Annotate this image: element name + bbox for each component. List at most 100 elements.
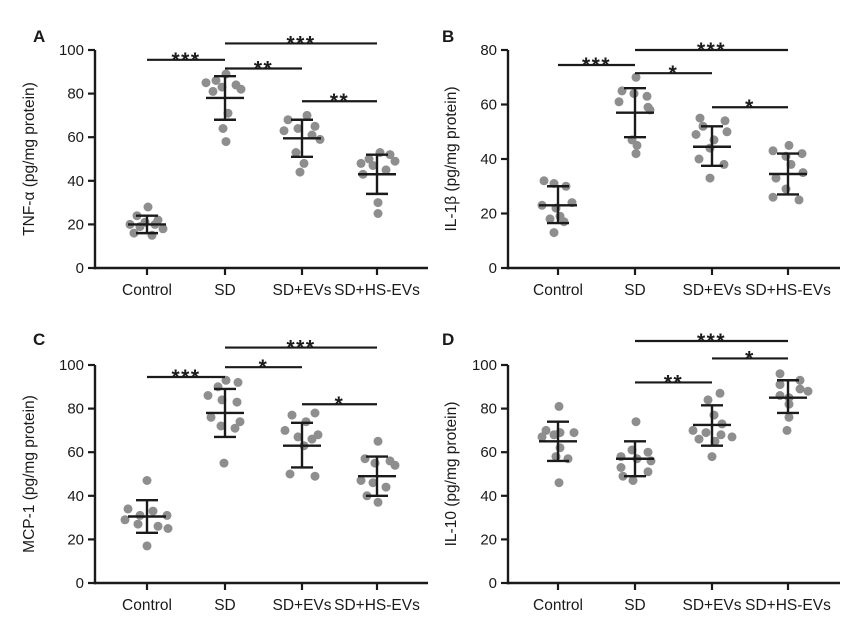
data-point [727, 432, 737, 442]
y-tick-label: 40 [480, 488, 497, 505]
y-tick-label: 0 [489, 260, 497, 277]
data-point [299, 158, 309, 168]
data-point [537, 432, 547, 442]
data-point [364, 154, 374, 164]
significance-stars: * [335, 393, 345, 416]
data-point [768, 146, 778, 156]
data-point [211, 76, 221, 85]
data-point [719, 159, 729, 169]
y-axis-label: IL-1β (pg/mg protein) [443, 86, 460, 231]
y-tick-label: 0 [76, 575, 84, 592]
y-tick-label: 40 [67, 488, 84, 505]
panel-B-chart: B 0 20 40 60 80 Control SD SD+EVs SD+HS-EVs IL-1β … [442, 27, 840, 299]
significance-stars: *** [286, 337, 315, 360]
data-point [233, 377, 243, 387]
y-tick-label: 100 [59, 42, 84, 59]
data-point [545, 214, 555, 224]
x-tick-label: SD+HS-EVs [745, 597, 831, 614]
data-point [206, 412, 216, 422]
panel-letter: B [442, 27, 454, 46]
significance-stars: *** [286, 32, 315, 55]
x-tick-label: SD [214, 597, 236, 614]
data-point [287, 410, 297, 420]
y-tick-label: 20 [480, 206, 497, 223]
y-tick-label: 80 [67, 401, 84, 418]
data-point [768, 192, 778, 202]
data-point [236, 84, 246, 94]
y-tick-label: 80 [67, 86, 84, 103]
data-point [163, 524, 173, 533]
data-point [705, 173, 715, 183]
significance-stars: *** [697, 330, 726, 353]
data-point [201, 78, 211, 88]
data-point [628, 476, 638, 485]
data-point [235, 417, 245, 427]
x-tick-label: SD+HS-EVs [334, 282, 420, 299]
significance-stars: * [259, 356, 269, 379]
data-point [373, 198, 383, 208]
data-point [695, 113, 705, 123]
data-point [554, 478, 564, 488]
data-point [715, 388, 725, 398]
panel-letter: C [33, 330, 45, 349]
data-point [120, 515, 130, 525]
x-tick-label: SD [214, 282, 236, 299]
data-point [373, 436, 383, 446]
data-point [295, 167, 305, 177]
x-tick-label: SD+EVs [682, 597, 741, 614]
significance-stars: * [745, 96, 755, 119]
data-point [559, 217, 569, 227]
x-tick-label: SD [624, 597, 646, 614]
data-point [133, 519, 143, 529]
data-point [707, 452, 717, 462]
y-tick-label: 20 [67, 531, 84, 548]
data-point [373, 497, 383, 507]
significance-stars: ** [330, 90, 349, 113]
y-tick-label: 20 [67, 216, 84, 233]
data-point [631, 417, 641, 427]
data-point [219, 458, 229, 468]
data-point [643, 447, 653, 457]
data-point [142, 541, 152, 551]
data-point [356, 476, 366, 485]
data-point [549, 430, 559, 440]
data-point [381, 165, 391, 175]
data-point [642, 91, 652, 101]
data-point [694, 434, 704, 444]
panel-A-chart: A 0 20 40 60 80 100 Control SD SD+EVs SD+HS-EVs TNF… [21, 27, 428, 299]
y-tick-label: 80 [480, 42, 497, 59]
data-point [795, 384, 805, 394]
data-point [356, 158, 366, 168]
x-tick-label: Control [533, 282, 583, 299]
data-point [279, 126, 289, 136]
data-point [569, 428, 579, 438]
data-point [285, 469, 295, 479]
data-point [280, 425, 290, 435]
significance-stars: *** [582, 54, 611, 77]
data-point [716, 430, 726, 440]
data-point [390, 460, 400, 470]
data-point [775, 369, 785, 379]
data-point [307, 434, 317, 444]
data-point [549, 228, 559, 238]
data-point [302, 110, 312, 120]
significance-stars: ** [254, 58, 273, 81]
data-point [631, 149, 641, 159]
y-tick-label: 20 [480, 531, 497, 548]
data-point [541, 425, 551, 435]
data-point [784, 140, 794, 150]
data-point [688, 425, 698, 435]
y-tick-label: 0 [76, 260, 84, 277]
significance-stars: *** [171, 49, 200, 72]
data-point [795, 375, 805, 385]
y-tick-label: 80 [480, 401, 497, 418]
data-point [694, 154, 704, 164]
data-point [148, 506, 158, 516]
data-point [123, 504, 133, 514]
y-tick-label: 100 [59, 357, 84, 374]
data-point [368, 161, 378, 170]
data-point [775, 380, 785, 390]
data-point [390, 156, 400, 166]
data-point [782, 425, 792, 435]
